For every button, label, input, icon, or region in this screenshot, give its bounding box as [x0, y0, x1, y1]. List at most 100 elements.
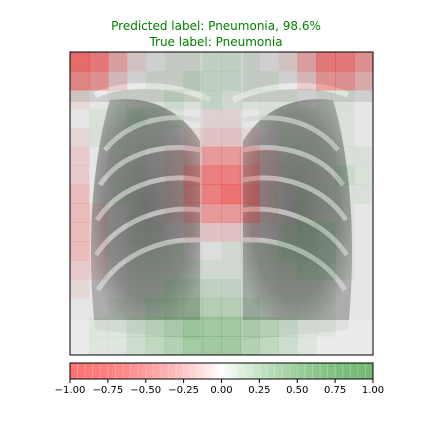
heatmap-cell [88, 241, 109, 261]
heatmap-cell [316, 184, 336, 204]
heatmap-cell [335, 298, 354, 317]
heatmap-cell [89, 185, 108, 204]
heatmap-cell [183, 184, 204, 204]
heatmap-cell [278, 71, 297, 90]
heatmap-cell [354, 317, 373, 336]
colorbar-tick-label: 0.00 [210, 385, 232, 396]
heatmap-cell [164, 317, 185, 337]
chart-title-line-2: True label: Pneumonia [149, 35, 283, 49]
heatmap-cell [145, 317, 166, 337]
heatmap-cell [221, 165, 241, 186]
heatmap-cell [259, 241, 279, 261]
heatmap-cell [221, 298, 241, 318]
heatmap-cell [240, 260, 260, 280]
heatmap-cell [108, 222, 127, 241]
heatmap-cell [202, 108, 222, 129]
colorbar [70, 363, 373, 379]
heatmap-cell [335, 52, 355, 72]
heatmap-cell [297, 298, 317, 318]
heatmap-cell [145, 279, 166, 299]
heatmap-cell [259, 89, 279, 110]
heatmap-cell [202, 146, 222, 167]
heatmap-cell [183, 70, 204, 91]
heatmap-cell [221, 108, 241, 129]
heatmap-cell [335, 241, 355, 261]
heatmap-cell [240, 279, 260, 299]
heatmap-cell [297, 279, 317, 299]
heatmap-cell [88, 336, 109, 355]
heatmap-cell [107, 89, 128, 110]
heatmap-cell [240, 203, 260, 223]
colorbar-tick-label: 0.50 [286, 385, 308, 396]
heatmap-cell [278, 89, 298, 110]
heatmap-cell [70, 109, 89, 128]
heatmap-cell [126, 52, 147, 72]
heatmap-cell [335, 70, 355, 91]
heatmap-cell [316, 298, 336, 318]
heatmap-cell [202, 317, 222, 337]
heatmap-cell [297, 336, 317, 355]
heatmap-cell [354, 184, 373, 204]
heatmap-cell [335, 222, 355, 242]
heatmap-cell [107, 184, 128, 204]
heatmap-cell [145, 260, 166, 280]
heatmap-cell [202, 165, 222, 186]
heatmap-cell [259, 336, 279, 355]
heatmap-cell [164, 165, 185, 186]
heatmap-cell [183, 279, 204, 299]
heatmap-cell [126, 108, 147, 129]
heatmap-cell [107, 146, 128, 167]
heatmap-cell [297, 70, 317, 91]
heatmap-cell [240, 165, 260, 186]
xray-image [70, 52, 373, 355]
heatmap-cell [354, 222, 373, 241]
heatmap-cell [297, 222, 317, 242]
heatmap-cell [70, 222, 90, 242]
heatmap-cell [107, 298, 128, 318]
heatmap-cell [221, 336, 241, 355]
heatmap-cell [354, 165, 373, 186]
heatmap-cell [259, 52, 278, 71]
heatmap-cell [107, 317, 128, 337]
heatmap-cell [354, 52, 373, 72]
heatmap-cell [278, 336, 298, 355]
heatmap-cell [70, 127, 90, 148]
heatmap-cell [297, 127, 317, 148]
heatmap-cell [316, 279, 336, 299]
heatmap-cell [202, 279, 222, 299]
heatmap-cell [221, 127, 241, 148]
heatmap-cell [165, 128, 184, 147]
heatmap-cell [221, 89, 241, 110]
heatmap-cell [88, 203, 109, 223]
heatmap-cell [126, 89, 147, 110]
heatmap-cell [354, 128, 373, 147]
heatmap-cell [335, 260, 355, 280]
heatmap-cell [221, 203, 241, 223]
heatmap-cell [240, 336, 260, 355]
heatmap-cell [146, 166, 165, 185]
heatmap-cell [354, 70, 373, 91]
heatmap-cell [354, 241, 373, 260]
heatmap-cell [316, 52, 336, 72]
heatmap-cell [259, 203, 279, 223]
heatmap-cell [278, 146, 298, 167]
colorbar-tick-label: 0.25 [248, 385, 270, 396]
heatmap-cell [278, 279, 298, 299]
heatmap-cell [278, 222, 298, 242]
heatmap-cell [70, 260, 90, 280]
heatmap-cell [240, 109, 259, 128]
heatmap-cell [240, 298, 260, 318]
heatmap-cell [126, 222, 147, 242]
heatmap-cell [335, 184, 355, 204]
heatmap-cell [126, 203, 147, 223]
heatmap-cell [164, 52, 185, 72]
heatmap-cell [316, 222, 336, 242]
heatmap-cell [354, 260, 373, 279]
heatmap-cell [70, 279, 90, 299]
heatmap-cell [164, 336, 185, 355]
heatmap-cell [145, 70, 166, 91]
heatmap-cell [107, 52, 128, 72]
heatmap-cell [259, 279, 279, 299]
heatmap-cell [183, 52, 204, 72]
heatmap-cell [259, 146, 279, 167]
